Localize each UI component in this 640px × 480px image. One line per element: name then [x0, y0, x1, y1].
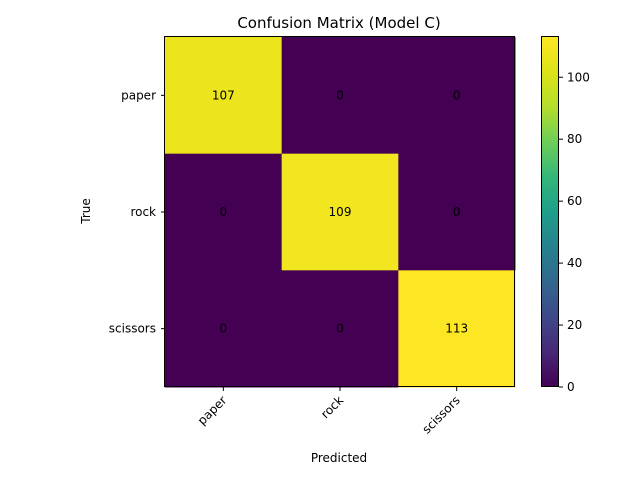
- colorbar: [541, 36, 559, 387]
- y-tick-label: rock: [130, 205, 156, 219]
- heatmap-cell-scissors-paper: [165, 270, 283, 388]
- heatmap-cell-scissors-scissors: [398, 270, 516, 388]
- y-axis-ticks: paper rock scissors: [109, 88, 165, 336]
- cell-value-label: 113: [445, 322, 468, 336]
- cell-value-label: 0: [336, 322, 344, 336]
- cell-value-label: 0: [336, 88, 344, 102]
- y-tick-label: paper: [121, 88, 156, 102]
- colorbar-tick-label: 20: [567, 318, 582, 332]
- x-axis-label: Predicted: [311, 451, 367, 465]
- cell-value-label: 0: [220, 322, 228, 336]
- colorbar-tick-label: 60: [567, 194, 582, 208]
- x-tick-label: rock: [318, 393, 346, 421]
- colorbar-tick-label: 80: [567, 132, 582, 146]
- chart-title: Confusion Matrix (Model C): [237, 14, 440, 32]
- colorbar-tick-label: 40: [567, 256, 582, 270]
- cell-value-label: 0: [220, 205, 228, 219]
- heatmap-cell-rock-scissors: [398, 153, 516, 271]
- x-tick-label: paper: [195, 393, 230, 428]
- colorbar-tick-label: 0: [567, 380, 575, 394]
- colorbar-ticks: 0 20 40 60 80 100: [559, 70, 590, 394]
- x-axis-ticks: paper rock scissors: [195, 387, 463, 437]
- colorbar-tick-label: 100: [567, 70, 590, 84]
- heatmap-cell-rock-paper: [165, 153, 283, 271]
- cell-value-label: 109: [329, 205, 352, 219]
- heatmap-cell-paper-paper: [165, 37, 283, 155]
- x-tick-label: scissors: [419, 393, 462, 436]
- cell-value-label: 0: [453, 205, 461, 219]
- y-axis-label: True: [79, 198, 93, 225]
- cell-value-label: 0: [453, 88, 461, 102]
- heatmap-cell-paper-rock: [281, 37, 399, 155]
- heatmap-cells: 107 0 0 0 109 0 0 0 113: [165, 37, 516, 388]
- heatmap-cell-paper-scissors: [398, 37, 516, 155]
- heatmap-cell-rock-rock: [281, 153, 399, 271]
- cell-value-label: 107: [212, 88, 235, 102]
- heatmap-cell-scissors-rock: [281, 270, 399, 388]
- y-tick-label: scissors: [109, 322, 156, 336]
